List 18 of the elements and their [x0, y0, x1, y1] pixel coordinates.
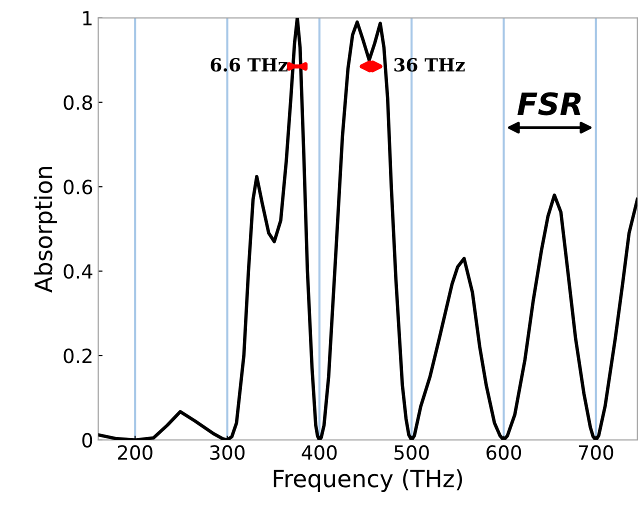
x-tick-label: 700: [578, 445, 614, 460]
x-tick-label: 600: [486, 445, 521, 460]
annotation: 6.6 THz: [210, 58, 288, 72]
line-series: [98, 18, 638, 440]
y-tick-label: 0.8: [64, 95, 92, 110]
y-tick-label: 0.6: [64, 180, 92, 194]
annotation: FSR: [517, 92, 581, 116]
y-tick-label: 0.2: [64, 348, 92, 364]
annotation: 36 THz: [394, 58, 465, 72]
y-tick-label: 0: [82, 432, 92, 448]
x-axis-title: Frequency (THz): [274, 469, 462, 492]
y-tick-label: 1: [83, 11, 92, 26]
y-axis-title: Absorption: [34, 167, 57, 293]
x-tick-label: 400: [302, 445, 337, 460]
x-tick-label: 500: [394, 445, 429, 460]
x-tick-label: 200: [118, 445, 152, 460]
y-tick-label: 0.4: [64, 264, 92, 279]
x-tick-label: 300: [210, 445, 245, 460]
